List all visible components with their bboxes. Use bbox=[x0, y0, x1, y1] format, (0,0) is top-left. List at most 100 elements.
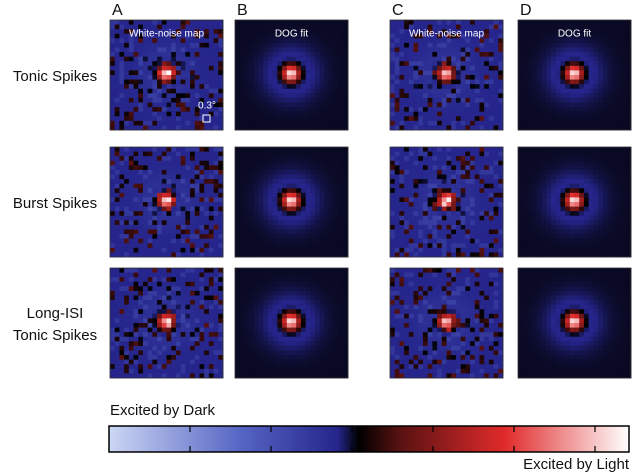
pixel bbox=[296, 220, 302, 226]
pixel bbox=[324, 234, 330, 240]
pixel bbox=[166, 56, 172, 62]
pixel bbox=[152, 42, 158, 48]
pixel bbox=[300, 125, 307, 131]
pixel bbox=[446, 116, 452, 122]
pixel bbox=[498, 160, 504, 166]
pixel bbox=[171, 229, 177, 235]
pixel bbox=[451, 75, 457, 80]
pixel bbox=[565, 224, 571, 230]
pixel bbox=[277, 65, 283, 71]
pixel bbox=[310, 206, 316, 212]
pixel bbox=[470, 160, 476, 166]
pixel bbox=[532, 79, 538, 85]
pixel bbox=[555, 224, 561, 230]
pixel bbox=[550, 116, 557, 122]
pixel bbox=[446, 192, 452, 198]
pixel bbox=[235, 234, 241, 240]
pixel bbox=[114, 84, 120, 90]
pixel bbox=[253, 97, 259, 103]
pixel bbox=[319, 169, 325, 175]
pixel bbox=[488, 84, 494, 90]
pixel bbox=[133, 52, 139, 58]
pixel bbox=[190, 277, 196, 283]
pixel bbox=[249, 24, 255, 30]
pixel bbox=[522, 151, 528, 157]
pixel bbox=[465, 243, 471, 249]
pixel bbox=[493, 183, 499, 189]
pixel bbox=[560, 93, 566, 99]
pixel bbox=[593, 65, 599, 71]
pixel bbox=[267, 229, 274, 235]
pixel bbox=[522, 24, 528, 30]
pixel bbox=[588, 97, 594, 103]
pixel bbox=[532, 252, 538, 258]
pixel bbox=[451, 70, 457, 76]
pixel bbox=[546, 61, 552, 67]
pixel bbox=[408, 38, 414, 44]
pixel bbox=[218, 33, 224, 39]
pixel bbox=[258, 192, 264, 198]
pixel bbox=[460, 107, 466, 113]
pixel bbox=[286, 188, 292, 194]
pixel bbox=[536, 93, 542, 99]
pixel bbox=[616, 47, 622, 53]
pixel bbox=[612, 125, 618, 131]
pixel bbox=[394, 220, 400, 226]
pixel bbox=[437, 206, 443, 212]
pixel bbox=[451, 102, 457, 108]
pixel bbox=[185, 323, 191, 328]
pixel bbox=[152, 65, 158, 71]
pixel bbox=[626, 220, 632, 226]
pixel bbox=[560, 42, 566, 48]
pixel bbox=[239, 20, 245, 25]
pixel bbox=[626, 215, 632, 221]
pixel bbox=[258, 88, 264, 94]
pixel bbox=[199, 183, 205, 189]
pixel bbox=[536, 202, 542, 207]
pixel bbox=[263, 61, 269, 67]
pixel bbox=[185, 88, 191, 94]
pixel bbox=[305, 42, 311, 48]
pixel bbox=[190, 183, 196, 189]
pixel bbox=[527, 102, 533, 108]
pixel bbox=[319, 147, 325, 152]
pixel bbox=[213, 304, 219, 310]
pixel bbox=[258, 202, 264, 207]
pixel bbox=[213, 125, 219, 131]
pixel bbox=[110, 20, 116, 25]
pixel bbox=[479, 179, 485, 185]
pixel bbox=[418, 56, 424, 62]
pixel bbox=[138, 295, 144, 301]
pixel bbox=[110, 33, 116, 39]
pixel bbox=[574, 56, 580, 62]
pixel bbox=[446, 33, 452, 39]
pixel bbox=[555, 70, 561, 76]
pixel bbox=[498, 20, 504, 25]
pixel bbox=[199, 313, 205, 319]
pixel bbox=[175, 20, 182, 25]
pixel bbox=[493, 179, 499, 185]
pixel bbox=[422, 38, 429, 44]
pixel bbox=[593, 192, 599, 198]
pixel bbox=[333, 179, 339, 185]
pixel bbox=[124, 300, 130, 306]
pixel bbox=[498, 125, 504, 131]
pixel bbox=[437, 47, 443, 53]
pixel bbox=[546, 111, 552, 117]
pixel bbox=[488, 47, 494, 53]
pixel bbox=[147, 97, 153, 103]
pixel bbox=[175, 224, 182, 230]
pixel bbox=[315, 238, 321, 244]
pixel bbox=[194, 120, 200, 126]
pixel bbox=[583, 165, 590, 171]
pixel bbox=[474, 179, 480, 185]
pixel bbox=[267, 188, 274, 194]
pixel bbox=[338, 93, 344, 99]
pixel bbox=[329, 160, 335, 166]
pixel bbox=[142, 29, 149, 35]
pixel bbox=[602, 75, 608, 80]
pixel bbox=[185, 281, 191, 287]
pixel bbox=[484, 61, 490, 67]
pixel bbox=[199, 220, 205, 226]
pixel bbox=[133, 309, 139, 315]
